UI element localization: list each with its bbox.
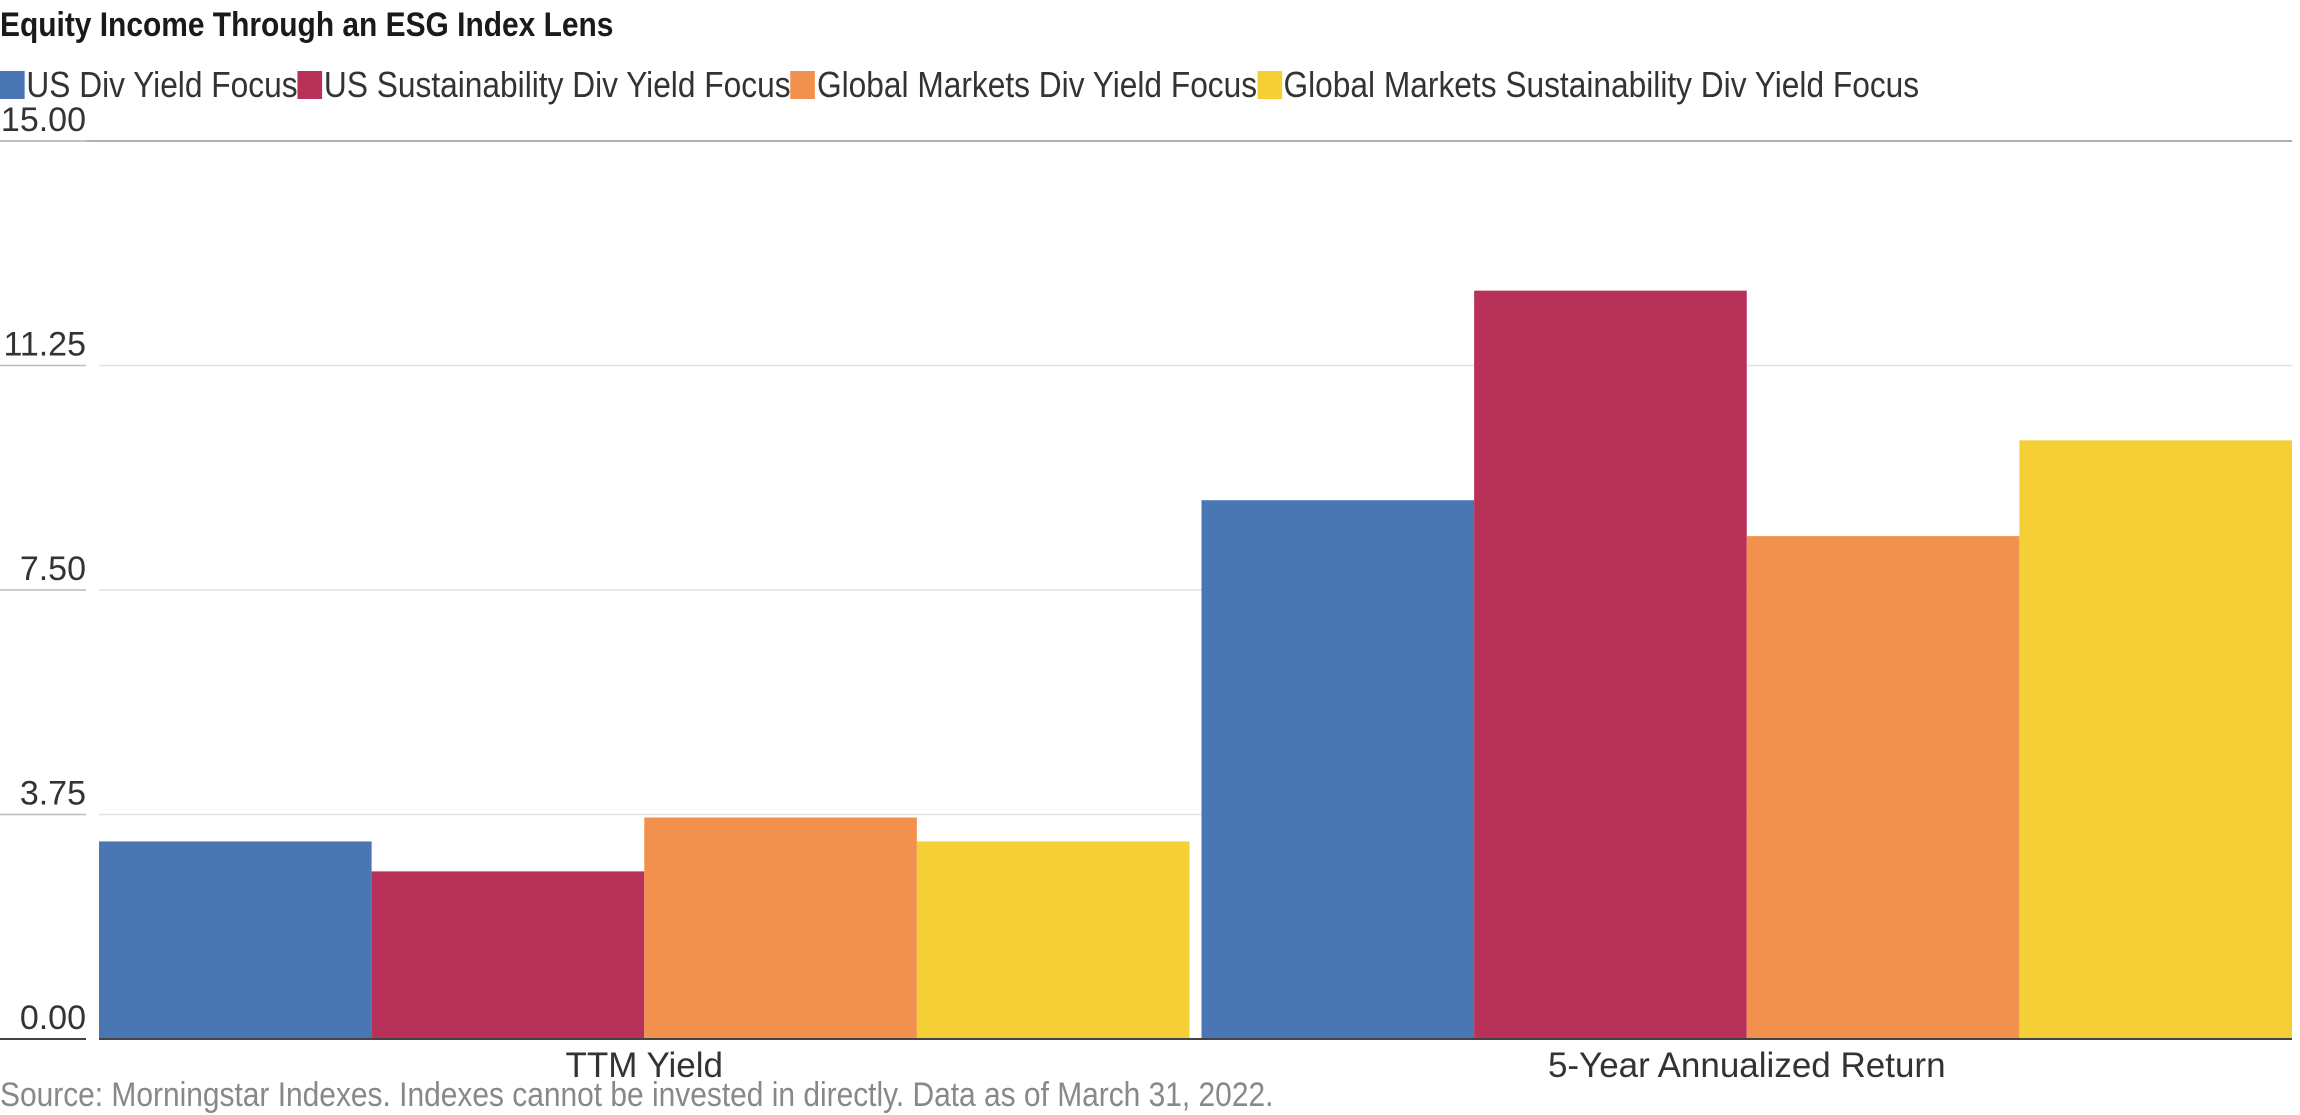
x-tick-label: 5-Year Annualized Return bbox=[1548, 1046, 1946, 1085]
bars bbox=[99, 290, 2292, 1040]
bar bbox=[916, 841, 1190, 1039]
legend-swatch bbox=[0, 71, 25, 99]
bar bbox=[1746, 536, 2020, 1039]
bar bbox=[2019, 440, 2292, 1039]
bar bbox=[644, 817, 917, 1039]
legend-label: Global Markets Div Yield Focus bbox=[816, 64, 1258, 105]
bar bbox=[1201, 500, 1475, 1039]
x-axis-labels: TTM Yield 5-Year Annualized Return bbox=[565, 1046, 1945, 1085]
bar bbox=[371, 871, 645, 1039]
legend-label: US Div Yield Focus bbox=[26, 64, 298, 105]
legend-label: US Sustainability Div Yield Focus bbox=[323, 64, 791, 105]
legend-item: US Sustainability Div Yield Focus bbox=[297, 64, 791, 106]
legend-swatch bbox=[1257, 71, 1282, 99]
bar bbox=[1474, 290, 1747, 1040]
legend: US Div Yield Focus US Sustainability Div … bbox=[0, 64, 1919, 106]
chart-title: Equity Income Through an ESG Index Lens bbox=[0, 6, 614, 44]
y-tick-label: 3.75 bbox=[20, 775, 86, 813]
legend-item: Global Markets Sustainability Div Yield … bbox=[1257, 64, 1919, 106]
source-note: Source: Morningstar Indexes. Indexes can… bbox=[0, 1076, 1274, 1114]
legend-swatch bbox=[297, 71, 323, 99]
y-tick-label: 15.00 bbox=[1, 101, 86, 139]
bar bbox=[99, 841, 372, 1039]
y-axis-ticks: 0.00 3.75 7.50 11.25 15.00 bbox=[0, 101, 86, 1040]
y-tick-label: 11.25 bbox=[3, 326, 86, 364]
y-tick-label: 0.00 bbox=[20, 999, 86, 1037]
x-tick-label: TTM Yield bbox=[565, 1046, 723, 1085]
legend-label: Global Markets Sustainability Div Yield … bbox=[1283, 64, 1920, 105]
y-tick-label: 7.50 bbox=[20, 550, 86, 588]
legend-item: Global Markets Div Yield Focus bbox=[790, 64, 1258, 106]
legend-item: US Div Yield Focus bbox=[0, 64, 298, 106]
legend-swatch bbox=[790, 71, 816, 99]
